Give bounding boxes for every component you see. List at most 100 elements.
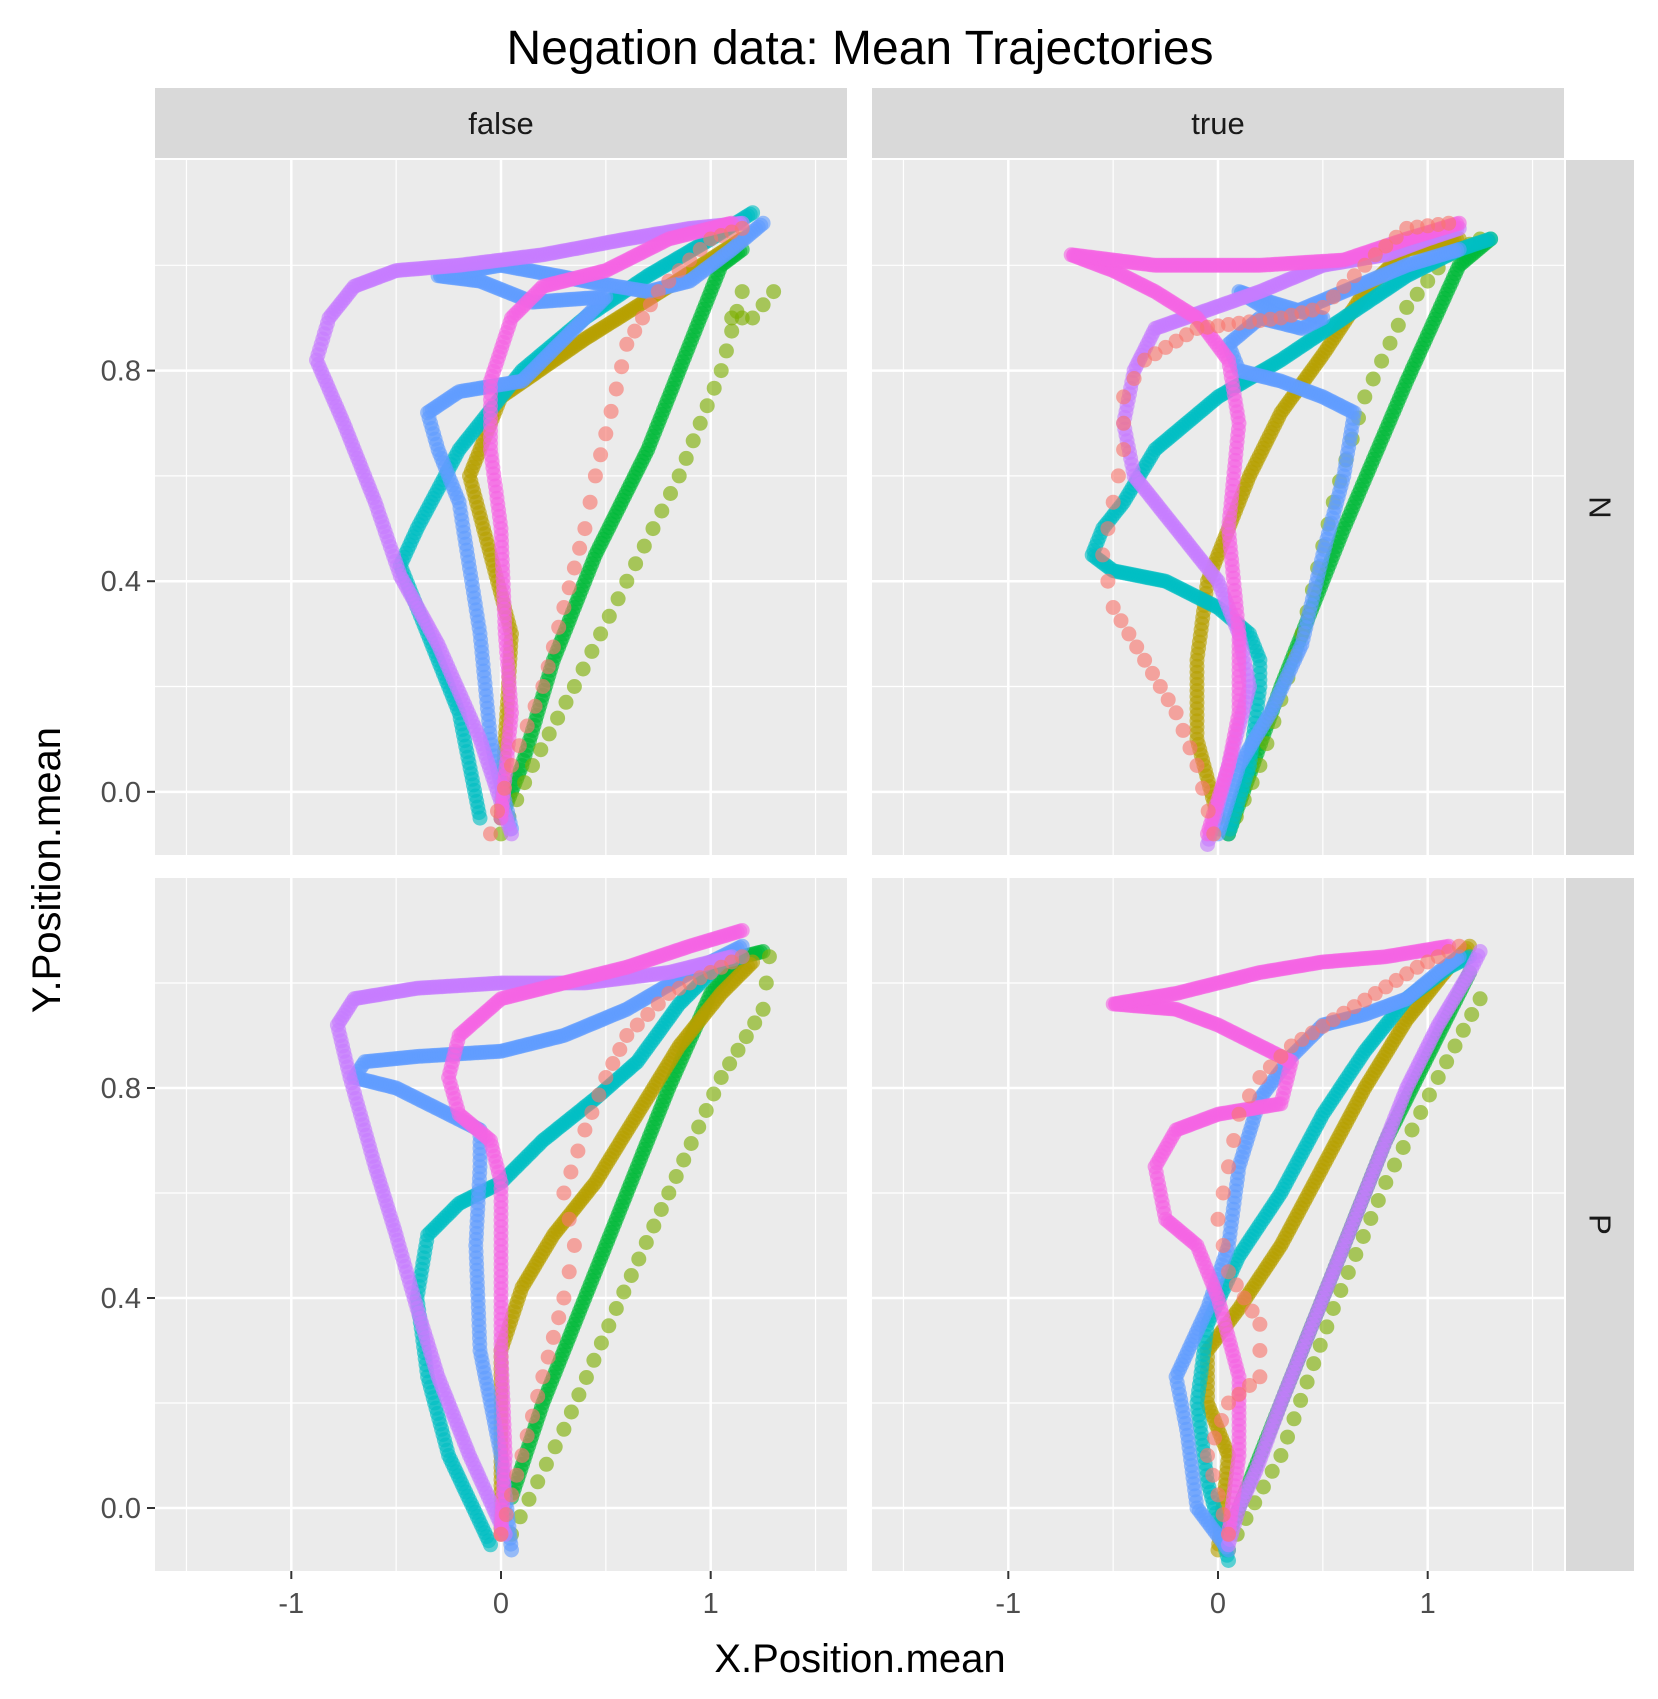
data-point — [1182, 740, 1198, 756]
data-point — [1259, 736, 1275, 752]
data-point — [642, 297, 658, 313]
data-point — [1137, 652, 1153, 668]
data-point — [561, 1211, 577, 1227]
data-point — [493, 1526, 509, 1542]
facet-strip-P — [1566, 878, 1634, 1571]
data-point — [692, 242, 708, 257]
data-point — [1116, 415, 1132, 431]
data-point — [1472, 991, 1488, 1007]
x-axis-title: X.Position.mean — [714, 1637, 1005, 1681]
data-point — [514, 1448, 530, 1463]
data-point — [519, 1428, 535, 1444]
facet-strip-true — [872, 88, 1564, 158]
y-tick-label: 0.0 — [101, 777, 141, 809]
data-point — [1430, 1070, 1446, 1085]
data-point — [713, 363, 729, 379]
data-point — [1105, 600, 1121, 615]
chart-title: Negation data: Mean Trajectories — [506, 22, 1213, 75]
panel-false-N: 0.0 0.4 0.8 — [101, 160, 847, 898]
data-point — [1145, 665, 1160, 681]
data-point — [1264, 1463, 1280, 1479]
data-point — [509, 1467, 525, 1483]
data-point — [572, 540, 588, 556]
data-point — [1319, 1319, 1335, 1335]
series-pink — [483, 215, 740, 826]
data-point — [653, 1202, 669, 1217]
data-point — [577, 521, 593, 537]
data-point — [527, 698, 543, 714]
data-point — [685, 433, 701, 449]
data-point — [758, 975, 774, 991]
data-point — [1293, 1392, 1309, 1408]
facet-strip-label: false — [468, 106, 533, 141]
data-point — [545, 1329, 561, 1345]
y-tick-label: 0.4 — [101, 566, 141, 598]
data-point — [556, 1185, 572, 1201]
data-point — [724, 310, 740, 326]
data-point — [497, 780, 512, 796]
data-point — [1116, 442, 1132, 458]
data-point — [591, 1087, 607, 1103]
y-tick-label: 0.8 — [101, 356, 141, 388]
data-point — [1195, 780, 1211, 796]
data-point — [1286, 1411, 1302, 1427]
data-point — [650, 284, 666, 300]
data-point — [1441, 215, 1457, 231]
data-point — [561, 580, 577, 596]
data-point — [1387, 1157, 1402, 1173]
data-point — [584, 643, 600, 659]
data-point — [1413, 1105, 1429, 1120]
data-point — [734, 310, 750, 326]
data-point — [540, 1349, 556, 1365]
data-point — [582, 494, 598, 510]
data-point — [1378, 1175, 1394, 1190]
data-point — [605, 1056, 621, 1071]
data-point — [519, 718, 535, 734]
data-point — [1175, 722, 1191, 738]
data-point — [1113, 613, 1129, 629]
data-point — [671, 468, 687, 484]
data-point — [713, 1070, 729, 1085]
data-point — [483, 826, 498, 842]
data-point — [755, 1001, 771, 1017]
data-point — [556, 1421, 572, 1437]
data-point — [570, 1143, 586, 1159]
data-point — [738, 1029, 754, 1045]
data-point — [593, 447, 609, 463]
data-point — [598, 1070, 614, 1085]
data-point — [678, 450, 694, 466]
data-point — [616, 1284, 632, 1300]
data-point — [1100, 573, 1116, 589]
data-point — [525, 758, 540, 773]
data-point — [1421, 1087, 1437, 1103]
data-point — [1121, 626, 1137, 642]
data-point — [761, 949, 777, 965]
data-point — [1168, 705, 1184, 721]
data-point — [584, 1105, 600, 1120]
data-point — [1374, 353, 1390, 369]
data-point — [575, 661, 591, 677]
data-point — [1390, 317, 1406, 333]
x-tick-label: 0 — [493, 1588, 509, 1620]
data-point — [561, 1264, 577, 1280]
data-point — [1129, 639, 1145, 655]
data-point — [734, 949, 750, 965]
data-point — [556, 1290, 572, 1306]
data-point — [530, 1474, 546, 1490]
data-point — [724, 323, 740, 339]
data-point — [566, 560, 582, 576]
data-point — [1409, 286, 1425, 302]
data-point — [1420, 273, 1436, 289]
data-point — [614, 359, 630, 375]
data-point — [1439, 1054, 1455, 1070]
data-point — [734, 923, 750, 938]
data-point — [1095, 547, 1111, 563]
data-point — [1363, 1211, 1379, 1226]
data-point — [551, 1310, 567, 1326]
data-point — [755, 297, 771, 313]
data-point — [692, 415, 708, 431]
data-point — [577, 1122, 593, 1138]
data-point — [535, 1369, 551, 1385]
data-point — [682, 252, 698, 268]
